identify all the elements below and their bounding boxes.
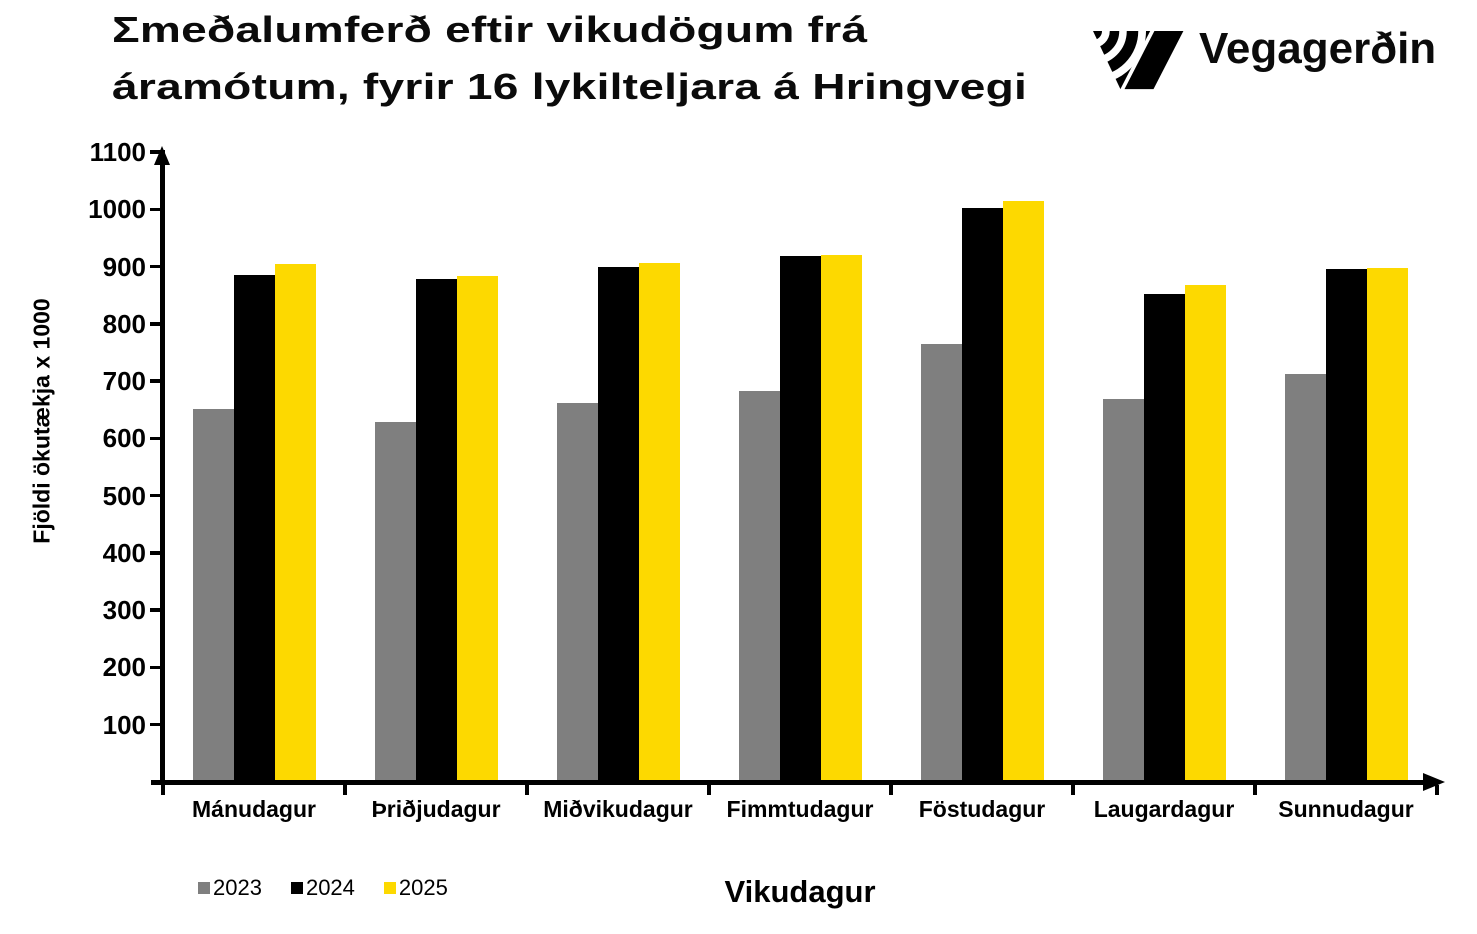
vegagerdin-logo-mark — [1093, 31, 1184, 90]
x-category-label-5: Föstudagur — [918, 796, 1046, 822]
legend-item-2025: 2025 — [383, 875, 448, 900]
bar-2024-5 — [962, 208, 1003, 784]
legend-item-2023: 2023 — [198, 876, 262, 900]
y-tick-200 — [150, 665, 160, 670]
y-tick-label-500: 500 — [102, 480, 146, 511]
y-tick-800 — [150, 322, 160, 326]
x-category-label-1: Mánudagur — [192, 796, 316, 822]
y-tick-label-300: 300 — [102, 595, 146, 626]
x-tick-5 — [1071, 784, 1075, 795]
bar-2023-6 — [1103, 398, 1144, 784]
vegagerdin-logo-text: Vegagerðin — [1199, 24, 1437, 73]
legend-label-2025: 2025 — [398, 875, 448, 900]
y-tick-label-200: 200 — [102, 652, 146, 683]
bar-2025-7 — [1367, 268, 1408, 784]
x-category-label-6: Laugardagur — [1093, 796, 1235, 822]
x-category-label-3: Miðvikudagur — [543, 796, 693, 822]
bar-2023-1 — [193, 409, 234, 784]
bar-2023-5 — [921, 343, 962, 784]
bar-2024-6 — [1144, 294, 1185, 784]
bar-2024-7 — [1326, 268, 1367, 784]
legend: 2023 2024 2025 — [198, 876, 477, 900]
bar-2024-1 — [234, 274, 275, 784]
y-tick-label-900: 900 — [102, 251, 146, 282]
y-tick-900 — [150, 264, 160, 269]
x-tick-2 — [525, 784, 529, 795]
bar-2023-2 — [375, 422, 416, 784]
x-category-label-7: Sunnudagur — [1278, 796, 1414, 822]
y-tick-600 — [150, 436, 160, 441]
y-tick-700 — [150, 379, 160, 383]
y-tick-label-600: 600 — [102, 423, 146, 454]
bar-2024-3 — [598, 267, 639, 784]
x-category-label-4: Fimmtudagur — [726, 796, 874, 822]
x-axis-title: Vikudagur — [724, 874, 876, 909]
y-tick-300 — [150, 608, 160, 612]
chart-title-line-1: Σmeðalumferð eftir vikudögum frá — [112, 9, 868, 50]
y-tick-label-700: 700 — [102, 366, 146, 397]
y-tick-100 — [150, 722, 160, 727]
y-tick-label-800: 800 — [102, 308, 146, 339]
legend-swatch-2023 — [198, 882, 210, 894]
bar-2024-4 — [780, 255, 821, 784]
x-category-label-2: Þriðjudagur — [371, 796, 501, 822]
legend-label-2024: 2024 — [305, 875, 355, 900]
y-tick-label-1100: 1100 — [89, 137, 146, 167]
y-axis-arrow — [153, 146, 170, 165]
y-tick-label-400: 400 — [102, 537, 146, 568]
bar-2025-4 — [821, 254, 862, 784]
chart-title: Σmeðalumferð eftir vikudögum frá áramótu… — [112, 1, 1027, 115]
x-tick-0 — [161, 784, 165, 795]
x-tick-6 — [1253, 784, 1257, 795]
x-tick-1 — [343, 784, 347, 795]
legend-item-2024: 2024 — [290, 875, 355, 900]
y-axis-line — [160, 150, 165, 785]
bar-2025-1 — [275, 263, 316, 784]
vegagerdin-logo: Vegagerðin — [1093, 23, 1436, 90]
x-tick-7 — [1435, 784, 1439, 795]
bar-2023-3 — [557, 402, 598, 784]
bar-2024-2 — [416, 279, 457, 784]
y-tick-500 — [150, 493, 160, 498]
bar-2025-5 — [1003, 200, 1044, 784]
bar-2023-7 — [1285, 373, 1326, 784]
bar-2025-6 — [1185, 284, 1226, 784]
y-tick-label-1000: 1000 — [88, 194, 146, 225]
y-tick-400 — [150, 551, 160, 555]
x-axis-arrow — [1423, 772, 1445, 791]
legend-label-2023: 2023 — [213, 875, 262, 900]
chart-title-line-2: áramótum, fyrir 16 lykilteljara á Hringv… — [112, 66, 1028, 107]
bar-2023-4 — [739, 391, 780, 784]
legend-swatch-2024 — [290, 882, 303, 894]
x-axis-line — [151, 779, 1438, 785]
bar-2025-2 — [457, 276, 498, 784]
y-axis-title: Fjöldi ökutækja x 1000 — [28, 298, 55, 544]
x-tick-3 — [707, 784, 711, 795]
y-tick-1000 — [150, 207, 160, 212]
y-tick-label-100: 100 — [102, 709, 146, 740]
legend-swatch-2025 — [383, 882, 396, 894]
x-tick-4 — [889, 784, 893, 795]
bar-2025-3 — [639, 263, 680, 784]
